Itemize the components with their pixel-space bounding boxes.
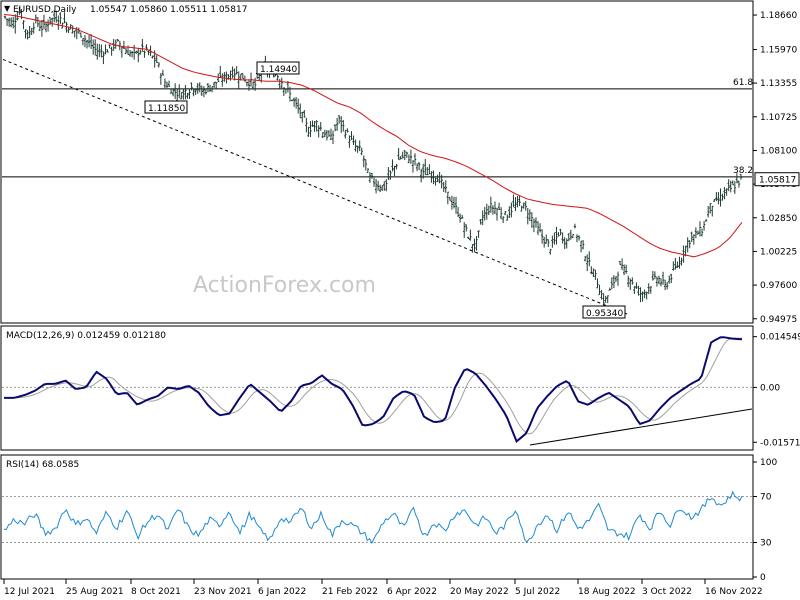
- price-y-tick-label: 1.13355: [760, 79, 797, 89]
- macd-line: [4, 336, 743, 444]
- rsi-line: [3, 490, 743, 545]
- rsi-y-tick-label: 100: [760, 458, 777, 468]
- rsi-title: RSI(14) 68.0585: [6, 460, 79, 470]
- fib-label-0: 61.8: [733, 78, 753, 88]
- annotation-box: [256, 61, 300, 75]
- watermark: ActionForex.com: [193, 273, 376, 298]
- macd-trend-line: [529, 408, 753, 446]
- price-y-tick-label: 1.15970: [760, 46, 797, 56]
- x-tick-label: 18 Aug 2022: [578, 587, 636, 597]
- rsi-y-tick-label: 30: [760, 539, 772, 549]
- rsi-y-tick-label: 70: [760, 493, 772, 503]
- price-y-tick-label: 1.18660: [760, 11, 797, 21]
- macd-signal-line: [4, 337, 743, 435]
- annotation-box: [582, 305, 626, 319]
- macd-layer: [2, 336, 753, 446]
- price-y-tick-label: 1.08100: [760, 146, 797, 156]
- ema-line: [3, 14, 743, 258]
- trend-line: [2, 58, 628, 315]
- annotation-box: [144, 100, 188, 114]
- price-y-tick-label: 1.02850: [760, 214, 797, 224]
- price-y-tick-label: 1.00225: [760, 247, 797, 257]
- price-panel-frame: [0, 0, 754, 324]
- macd-y-tick-label: 0.014549: [760, 333, 800, 343]
- x-tick-label: 23 Nov 2021: [194, 587, 252, 597]
- macd-panel-frame: [0, 325, 754, 451]
- annotation-label: 1.14940: [260, 65, 297, 75]
- price-y-tick-label: 1.10725: [760, 113, 797, 123]
- rsi-panel-frame: [0, 454, 754, 580]
- x-tick-label: 16 Nov 2022: [705, 587, 763, 597]
- last-price-box: [754, 172, 800, 187]
- x-tick-label: 6 Apr 2022: [387, 587, 437, 597]
- x-tick-label: 12 Jul 2021: [4, 587, 55, 597]
- ohlc-readout: 1.05547 1.05860 1.05511 1.05817: [90, 5, 247, 15]
- x-tick-label: 20 May 2022: [450, 587, 509, 597]
- price-title: EURUSD,Daily: [13, 5, 77, 15]
- macd-y-tick-label: -0.015712: [760, 438, 800, 448]
- x-tick-label: 3 Oct 2022: [642, 587, 692, 597]
- price-chart-icon: ▼: [4, 4, 11, 13]
- x-tick-label: 25 Aug 2021: [66, 587, 124, 597]
- annotation-label: 0.95340: [586, 309, 623, 319]
- x-tick-label: 5 Jul 2022: [515, 587, 560, 597]
- x-tick-label: 6 Jan 2022: [258, 587, 306, 597]
- price-y-tick-label: 0.94975: [760, 315, 797, 325]
- price-y-tick-label: 0.97600: [760, 281, 797, 291]
- rsi-y-tick-label: 0: [760, 573, 766, 583]
- macd-title: MACD(12,26,9) 0.012459 0.012180: [6, 331, 166, 341]
- last-price-label: 1.05817: [759, 176, 796, 186]
- macd-y-tick-label: 0.00: [760, 383, 780, 393]
- annotation-label: 1.11850: [148, 104, 185, 114]
- fib-label-1: 38.2: [733, 166, 753, 176]
- x-tick-label: 8 Oct 2021: [131, 587, 181, 597]
- rsi-layer: [2, 490, 752, 545]
- axis-layer: 1.186601.159701.133551.107251.081001.054…: [3, 11, 800, 597]
- x-tick-label: 21 Feb 2022: [322, 587, 378, 597]
- price-layer: 61.8 38.2 1.14940 1.11850 0.95340: [2, 7, 753, 319]
